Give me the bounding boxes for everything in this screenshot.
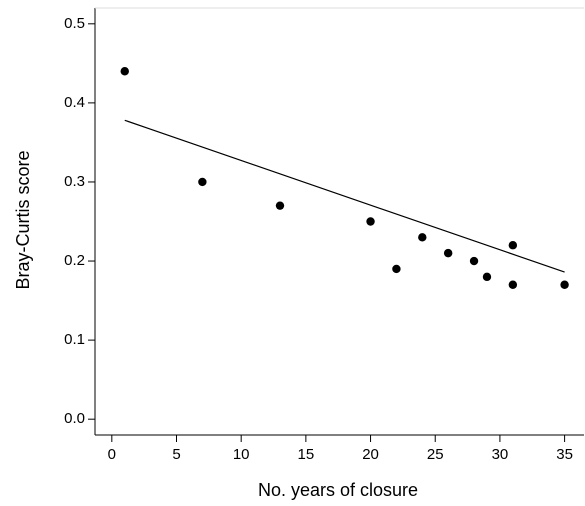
point [198,177,207,187]
trend-line [124,119,565,273]
y-tick-label: 0.4 [64,94,85,111]
x-axis-title: No. years of closure [258,480,418,500]
y-tick-label: 0.2 [64,252,85,269]
x-tick-label: 15 [298,446,315,463]
y-tick-label: 0.1 [64,331,85,348]
point [392,264,401,274]
point [275,201,285,210]
point [508,241,518,250]
point [560,280,569,289]
point [508,280,518,289]
x-tick-label: 5 [172,446,180,463]
x-tick-label: 20 [362,446,379,463]
x-tick-label: 35 [556,446,573,463]
y-tick-label: 0.3 [64,173,85,190]
y-tick-label: 0.5 [64,15,85,32]
point [366,217,375,226]
x-tick-label: 25 [427,446,444,463]
x-tick-label: 10 [233,446,250,463]
x-tick-label: 30 [492,446,509,463]
point [443,248,453,258]
y-axis-title: Bray-Curtis score [13,150,33,289]
point [482,272,492,282]
x-tick-label: 0 [108,446,116,463]
point [469,256,479,266]
point [120,67,129,76]
y-tick-label: 0.0 [64,410,85,427]
point [418,233,427,242]
